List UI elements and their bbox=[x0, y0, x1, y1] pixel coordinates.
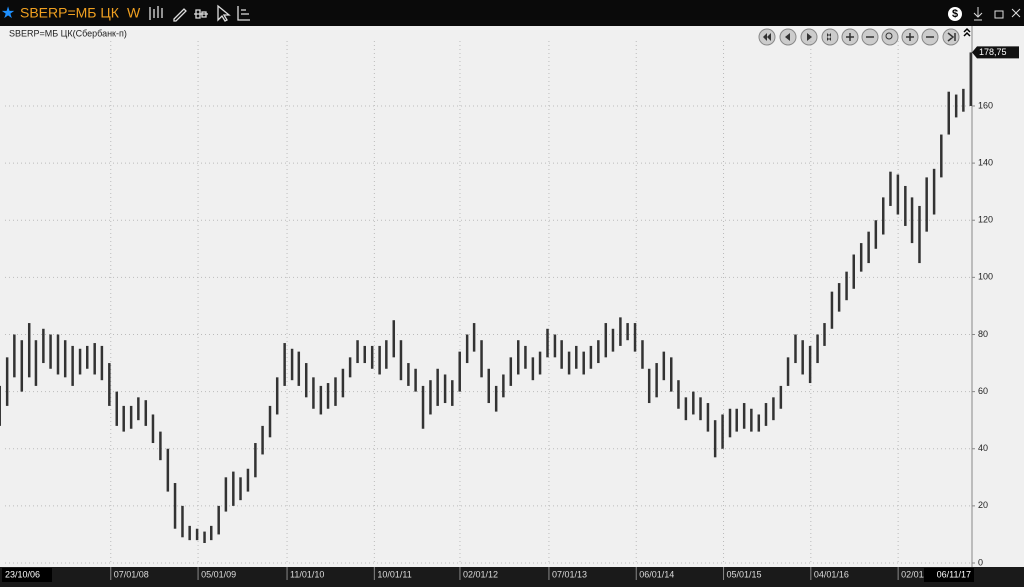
y-tick-label: 40 bbox=[978, 443, 988, 453]
window-controls[interactable]: $ bbox=[948, 7, 1021, 21]
y-tick-label: 140 bbox=[978, 157, 993, 167]
last-value-flag bbox=[972, 46, 1019, 59]
x-tick-label: 02/01/12 bbox=[463, 569, 498, 579]
x-tick-label: 11/01/10 bbox=[290, 569, 324, 579]
x-limit-box bbox=[924, 568, 974, 582]
x-tick-label: 06/01/14 bbox=[639, 569, 674, 579]
symbol[interactable]: SBERP=МБ ЦК bbox=[20, 5, 120, 21]
y-tick-label: 120 bbox=[978, 215, 993, 225]
y-tick-label: 100 bbox=[978, 272, 993, 282]
x-tick-label: 10/01/11 bbox=[377, 569, 411, 579]
chart-title: SBERP=МБ ЦК(Сбербанк-п) bbox=[9, 28, 127, 38]
y-tick-label: 160 bbox=[978, 100, 993, 110]
x-tick-label: 07/01/08 bbox=[114, 569, 149, 579]
y-tick-label: 60 bbox=[978, 386, 988, 396]
y-tick-label: 80 bbox=[978, 329, 988, 339]
x-limit-label: 23/10/06 bbox=[5, 569, 40, 579]
x-tick-label: 04/01/16 bbox=[814, 569, 849, 579]
x-tick-label: 05/01/15 bbox=[727, 569, 762, 579]
interval[interactable]: W bbox=[127, 5, 141, 21]
favorite-star[interactable]: ★ bbox=[1, 5, 15, 22]
toolbar bbox=[0, 0, 1024, 26]
collapse-icon[interactable] bbox=[963, 27, 971, 37]
y-tick-label: 0 bbox=[978, 557, 983, 567]
x-limit-label: 06/11/17 bbox=[937, 569, 971, 579]
toolbar-icons[interactable] bbox=[149, 4, 250, 22]
last-value-label: 178,75 bbox=[979, 47, 1007, 57]
x-tick-label: 07/01/13 bbox=[552, 569, 587, 579]
x-tick-label: 02/01/17 bbox=[901, 569, 936, 579]
svg-text:$: $ bbox=[952, 8, 958, 20]
x-limit-box bbox=[2, 568, 52, 582]
x-tick-label: 05/01/09 bbox=[201, 569, 236, 579]
x-axis-bar bbox=[0, 567, 1024, 587]
navigation-buttons[interactable] bbox=[758, 28, 960, 46]
y-tick-label: 20 bbox=[978, 500, 988, 510]
